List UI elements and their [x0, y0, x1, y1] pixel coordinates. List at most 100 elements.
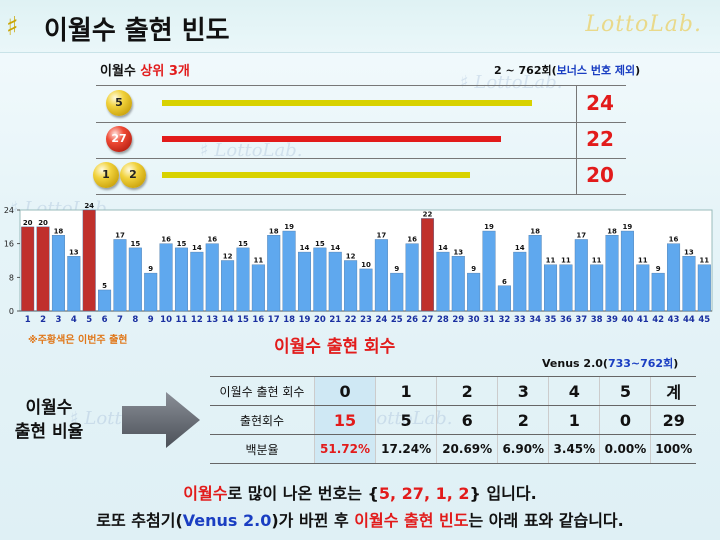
x-tick-label: 14	[222, 315, 234, 325]
data-label: 14	[192, 244, 202, 252]
x-tick-label: 42	[652, 315, 664, 325]
y-tick-label: 24	[4, 206, 14, 215]
bar	[620, 230, 634, 312]
top3-label: 이월수 상위 3개	[100, 64, 190, 79]
bar	[605, 235, 619, 312]
venus-range-label: Venus 2.0(733~762회)	[542, 357, 679, 370]
bar	[190, 251, 204, 312]
x-tick-label: 21	[329, 315, 341, 325]
bar	[313, 247, 327, 312]
data-label: 16	[669, 236, 679, 244]
data-label: 12	[346, 253, 356, 261]
bar	[128, 247, 142, 312]
bar	[497, 285, 511, 312]
x-tick-label: 7	[117, 315, 123, 325]
x-tick-label: 3	[55, 315, 61, 325]
data-label: 5	[102, 282, 107, 290]
data-label: 18	[607, 227, 617, 235]
bar	[390, 272, 404, 312]
conclusion-line-1: 이월수로 많이 나온 번호는 {5, 27, 1, 2} 입니다.	[183, 484, 537, 503]
table-cell: 51.72%	[313, 434, 376, 464]
row-label: 출현회수	[210, 405, 315, 435]
right-arrow-icon	[122, 392, 200, 448]
x-tick-label: 45	[698, 315, 710, 325]
x-tick-label: 24	[375, 315, 387, 325]
bar	[67, 256, 81, 312]
table-cell: 2	[436, 376, 498, 406]
table-divider	[96, 85, 626, 86]
x-tick-label: 13	[206, 315, 218, 325]
bar	[297, 251, 311, 312]
table-divider	[576, 85, 577, 195]
lotto-ball: 27	[106, 126, 132, 152]
bar	[344, 260, 358, 312]
title-bar	[0, 0, 720, 53]
data-label: 9	[394, 265, 399, 273]
bar	[467, 272, 481, 312]
table-cell: 6.90%	[497, 434, 549, 464]
data-label: 10	[361, 261, 371, 269]
x-tick-label: 16	[252, 315, 264, 325]
lotto-ball: 1	[93, 162, 119, 188]
y-tick-label: 8	[9, 273, 14, 282]
bar	[21, 226, 35, 312]
bar	[697, 264, 711, 312]
row-label: 백분율	[210, 434, 315, 464]
x-tick-label: 9	[148, 315, 154, 325]
x-tick-label: 20	[314, 315, 326, 325]
top3-bar	[162, 172, 471, 178]
bar	[51, 235, 65, 312]
x-tick-label: 19	[299, 315, 311, 325]
data-label: 14	[515, 244, 525, 252]
data-label: 6	[502, 278, 507, 286]
data-label: 15	[177, 240, 187, 248]
bar	[144, 272, 158, 312]
bar	[405, 243, 419, 312]
table-cell: 100%	[650, 434, 696, 464]
x-tick-label: 18	[283, 315, 295, 325]
table-cell: 0	[313, 376, 376, 406]
top3-count: 20	[586, 163, 614, 187]
x-axis-title: 이월수 출현 회수	[274, 337, 396, 357]
x-tick-label: 27	[422, 315, 434, 325]
data-label: 11	[638, 257, 648, 265]
row-label: 이월수 출현 회수	[210, 376, 315, 406]
data-label: 20	[23, 219, 33, 227]
x-tick-label: 35	[545, 315, 557, 325]
data-label: 12	[223, 253, 233, 261]
x-tick-label: 25	[391, 315, 403, 325]
table-cell: 17.24%	[375, 434, 437, 464]
bar	[436, 251, 450, 312]
x-tick-label: 40	[622, 315, 634, 325]
data-label: 11	[592, 257, 602, 265]
lottolab-logo-icon: ♯	[6, 12, 19, 42]
top3-bar	[162, 136, 502, 142]
x-tick-label: 29	[452, 315, 464, 325]
data-label: 19	[484, 223, 494, 231]
data-label: 15	[315, 240, 325, 248]
data-label: 14	[300, 244, 310, 252]
x-tick-label: 34	[529, 315, 541, 325]
table-cell: 5	[375, 405, 437, 435]
y-tick-label: 16	[4, 240, 14, 249]
bar	[159, 243, 173, 312]
bar	[513, 251, 527, 312]
bar	[651, 272, 665, 312]
x-tick-label: 17	[268, 315, 280, 325]
data-label: 15	[130, 240, 140, 248]
bar	[451, 256, 465, 312]
table-cell: 6	[436, 405, 498, 435]
x-tick-label: 8	[132, 315, 138, 325]
conclusion-line-2: 로또 추첨기(Venus 2.0)가 바뀐 후 이월수 출현 빈도는 아래 표와…	[96, 511, 624, 530]
x-tick-label: 36	[560, 315, 572, 325]
bar	[559, 264, 573, 312]
table-cell: 1	[548, 405, 600, 435]
data-label: 13	[453, 248, 463, 256]
table-cell: 3	[497, 376, 549, 406]
table-cell: 3.45%	[548, 434, 600, 464]
bar	[374, 239, 388, 312]
x-tick-label: 5	[86, 315, 92, 325]
table-row: 출현회수 15 5 6 2 1 0 29	[210, 405, 696, 435]
x-tick-label: 37	[575, 315, 587, 325]
